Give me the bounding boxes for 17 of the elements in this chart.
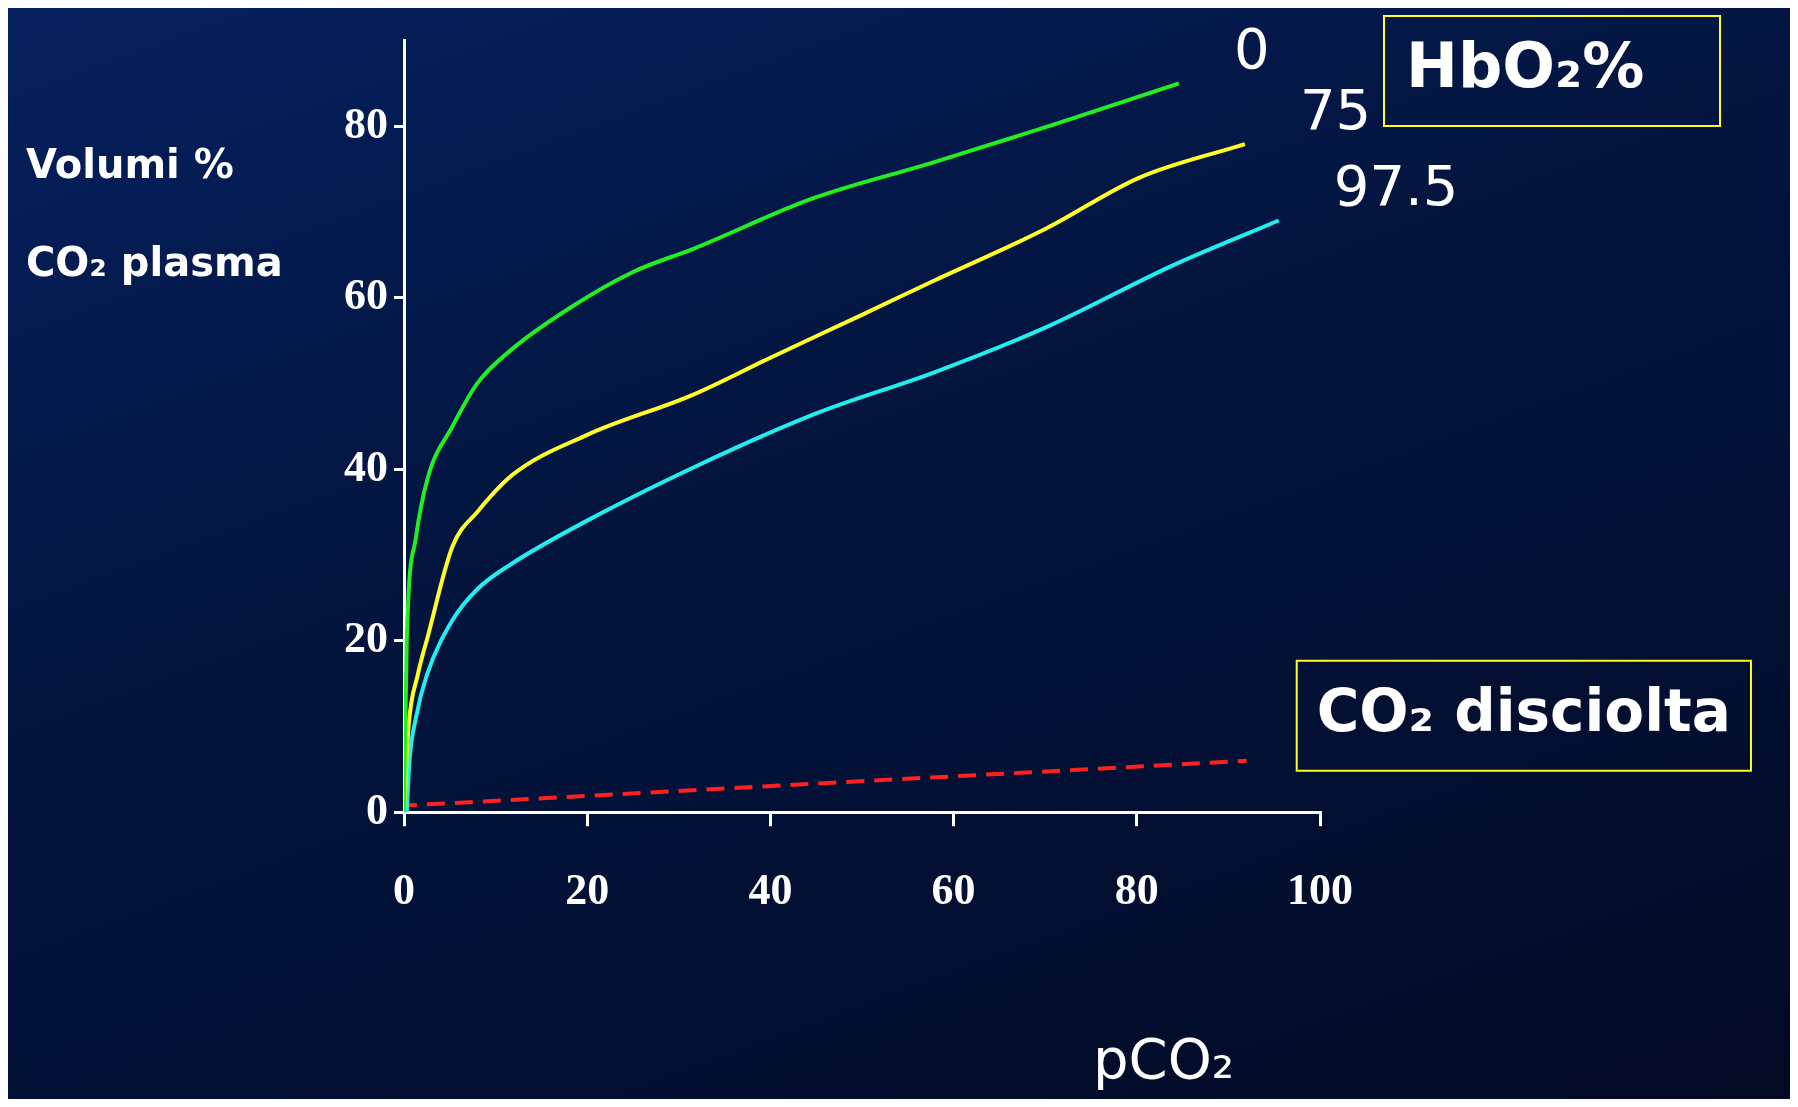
x-axis-title: pCO₂: [1093, 1025, 1235, 1091]
y-tick-label: 40: [344, 441, 388, 491]
y-tick-label: 0: [366, 784, 388, 834]
x-tick-label: 80: [1114, 864, 1159, 914]
x-tick-label: 100: [1287, 864, 1353, 914]
series-label: 0: [1233, 15, 1270, 81]
x-tick-label: 20: [565, 864, 610, 914]
text: Volumi % CO₂ plasma: [26, 141, 283, 286]
x-tick-label: 60: [931, 864, 976, 914]
x-tick-label: 40: [748, 864, 793, 914]
series-label: 75: [1299, 76, 1372, 142]
text: HbO₂%: [1406, 29, 1645, 103]
series-label: 97.5: [1333, 153, 1459, 219]
series-label: CO₂ disciolta: [1316, 676, 1731, 745]
y-tick-label: 20: [344, 613, 388, 663]
y-tick-label: 80: [344, 98, 388, 148]
y-tick-label: 60: [344, 270, 388, 320]
